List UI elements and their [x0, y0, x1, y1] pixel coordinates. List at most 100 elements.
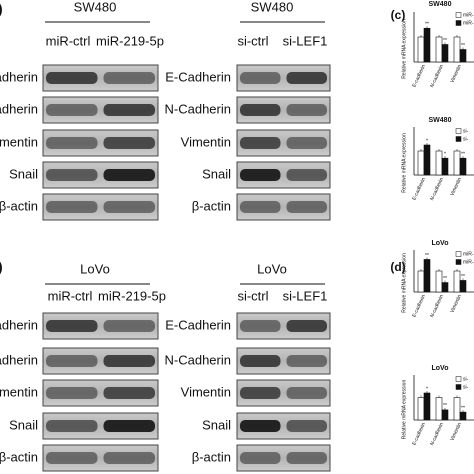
bar [441, 409, 449, 421]
row-label: β-actin [192, 449, 231, 464]
blot-band [103, 452, 155, 464]
lane-label: miR-ctrl [48, 288, 93, 303]
blot-band [103, 201, 155, 213]
significance: ** [443, 276, 447, 282]
blot-band [240, 420, 281, 432]
legend-label: miR- [463, 12, 474, 18]
x-tick-label: Vimentin [449, 422, 463, 442]
blot-band [240, 169, 281, 181]
bar [453, 270, 461, 293]
x-tick-label: Vimentin [449, 177, 463, 197]
significance: ** [425, 253, 429, 259]
row-label: N-Cadherin [165, 352, 231, 367]
x-tick-label: N-cadherin [429, 64, 445, 89]
panel-label: ) [0, 259, 3, 275]
row-label: adherin [0, 352, 38, 367]
bar [453, 36, 461, 63]
significance: * [444, 152, 446, 158]
panel-header: LoVo [80, 261, 110, 276]
blot-band [46, 72, 98, 84]
row-label: N-Cadherin [165, 101, 231, 116]
significance: ** [461, 152, 465, 158]
legend-swatch [455, 251, 462, 257]
blot-band [46, 137, 98, 149]
significance: ** [443, 403, 447, 409]
row-label: E-Cadherin [165, 69, 231, 84]
x-tick-label: N-cadherin [429, 177, 445, 202]
legend-label: miR-2 [463, 259, 474, 265]
bar [441, 157, 449, 176]
legend-label: si- [463, 384, 469, 390]
legend-swatch [455, 12, 462, 18]
bar [453, 397, 461, 421]
blot-band [46, 387, 98, 399]
bar [435, 150, 443, 176]
blot-band [286, 104, 327, 116]
blot-band [286, 137, 327, 149]
bar [435, 397, 443, 421]
blot-band [240, 452, 281, 464]
bar [417, 397, 425, 421]
bar [441, 44, 449, 63]
bar [423, 144, 431, 176]
blot-band [240, 355, 281, 367]
blot-band [286, 452, 327, 464]
row-label: Vimentin [181, 384, 231, 399]
y-axis-label: Relative mRNA expression [401, 380, 407, 440]
row-label: adherin [0, 101, 38, 116]
panel-header: SW480 [74, 0, 117, 14]
row-label: imentin [0, 384, 38, 399]
blot-band [286, 420, 327, 432]
significance: ** [425, 22, 429, 28]
row-label: Snail [9, 166, 38, 181]
row-label: Vimentin [181, 134, 231, 149]
blot-band [46, 420, 98, 432]
x-tick-label: Vimentin [449, 64, 463, 84]
legend-swatch [455, 376, 462, 382]
row-label: β-actin [0, 449, 38, 464]
row-label: imentin [0, 134, 38, 149]
panel-label: (c) [391, 8, 406, 22]
blot-band [103, 387, 155, 399]
significance: * [426, 386, 428, 392]
lane-label: miR-ctrl [46, 33, 91, 48]
row-label: Snail [9, 417, 38, 432]
legend-swatch [455, 128, 462, 134]
blot-band [46, 320, 98, 332]
blot-band [286, 72, 327, 84]
x-tick-label: E-cadherin [411, 177, 427, 202]
row-label: E-Cadherin [165, 317, 231, 332]
legend-swatch [455, 20, 462, 26]
row-label: β-actin [192, 198, 231, 213]
bar [417, 270, 425, 293]
y-axis-label: Relative mRNA expression [401, 133, 407, 193]
legend-swatch [455, 384, 462, 390]
blot-band [103, 320, 155, 332]
lane-label: miR-219-5p [98, 288, 166, 303]
x-tick-label: N-cadherin [429, 294, 445, 319]
blot-band [46, 201, 98, 213]
blot-band [46, 355, 98, 367]
row-label: adherin [0, 317, 38, 332]
row-label: Snail [202, 417, 231, 432]
blot-band [46, 104, 98, 116]
x-tick-label: E-cadherin [411, 294, 427, 319]
row-label: Cadherin [0, 69, 38, 84]
chart-title: SW480 [429, 1, 452, 8]
bar [459, 49, 467, 63]
blot-band [286, 355, 327, 367]
row-label: Snail [202, 166, 231, 181]
lane-label: si-LEF1 [283, 288, 328, 303]
legend-label: si- [463, 136, 469, 142]
blot-band [46, 169, 98, 181]
blot-band [240, 320, 281, 332]
bar [423, 27, 431, 63]
panel-label: ) [0, 1, 3, 17]
bar [423, 392, 431, 421]
blot-band [103, 72, 155, 84]
significance: ** [461, 405, 465, 411]
bar [435, 270, 443, 293]
x-tick-label: E-cadherin [411, 422, 427, 447]
legend-label: si- [463, 376, 469, 382]
